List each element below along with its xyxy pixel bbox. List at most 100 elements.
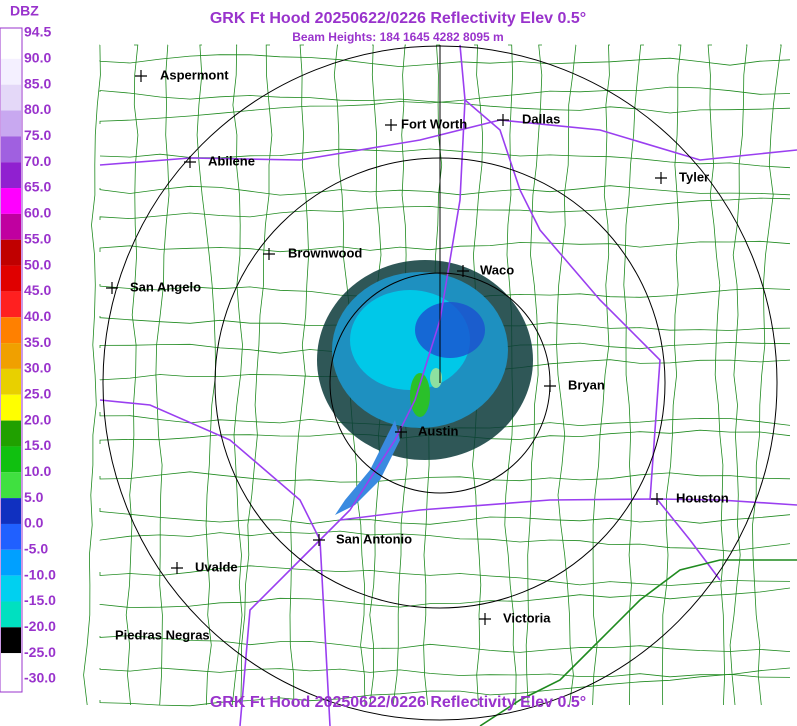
city-marker xyxy=(135,70,147,82)
county-line xyxy=(556,44,577,706)
county-line xyxy=(99,90,791,114)
colorbar-bin xyxy=(1,472,21,499)
city-label: Piedras Negras xyxy=(115,627,210,642)
radar-echo xyxy=(317,260,533,515)
colorbar-bin xyxy=(1,317,21,344)
colorbar-bin xyxy=(1,420,21,447)
colorbar-bin xyxy=(1,368,21,395)
city-label: Brownwood xyxy=(288,245,362,260)
colorbar-bin xyxy=(1,291,21,318)
colorbar-bin xyxy=(1,239,21,266)
colorbar-label: 80.0 xyxy=(24,101,51,117)
county-line xyxy=(289,44,310,706)
city-marker xyxy=(171,562,183,574)
county-line xyxy=(83,44,101,706)
colorbar-label: -10.0 xyxy=(24,566,56,582)
city-label: Houston xyxy=(676,490,729,505)
colorbar-label: 30.0 xyxy=(24,360,51,376)
city-label: Victoria xyxy=(503,610,551,625)
colorbar-bin xyxy=(1,601,21,628)
county-line xyxy=(99,471,791,483)
city-label: Tyler xyxy=(679,169,709,184)
colorbar-bin xyxy=(1,265,21,292)
colorbar-label: 40.0 xyxy=(24,308,51,324)
colorbar-label: 60.0 xyxy=(24,205,51,221)
county-line xyxy=(99,673,791,707)
colorbar-bin xyxy=(1,498,21,524)
subtitle: Beam Heights: 184 1645 4282 8095 m xyxy=(292,30,503,44)
cities: Aspermont Fort Worth Dallas Abilene Tyler Bro… xyxy=(106,67,729,642)
colorbar-label: 15.0 xyxy=(24,437,51,453)
city-label: San Angelo xyxy=(130,279,201,294)
highways xyxy=(99,44,797,726)
city-marker xyxy=(651,493,663,505)
county-line xyxy=(661,44,682,706)
colorbar-label: 65.0 xyxy=(24,179,51,195)
coastline xyxy=(479,559,797,726)
colorbar-bin xyxy=(1,213,21,240)
footer-title: GRK Ft Hood 20250622/0226 Reflectivity E… xyxy=(210,694,586,711)
county-line xyxy=(196,44,217,706)
colorbar-label: 5.0 xyxy=(24,489,44,505)
county-line xyxy=(707,44,726,706)
colorbar-bin xyxy=(1,162,21,189)
colorbar-bin xyxy=(1,84,21,111)
county-line xyxy=(125,44,139,706)
colorbar-label: 35.0 xyxy=(24,334,51,350)
city-label: Waco xyxy=(480,262,514,277)
county-line xyxy=(99,530,791,552)
county-line xyxy=(729,44,748,706)
colorbar-label: -20.0 xyxy=(24,618,56,634)
county-line xyxy=(99,587,791,608)
county-line xyxy=(99,240,791,253)
colorbar-label: 55.0 xyxy=(24,230,51,246)
county-line xyxy=(99,635,791,653)
colorbar-bin xyxy=(1,653,21,679)
colorbar-bin xyxy=(1,136,21,163)
county-line xyxy=(99,197,791,220)
county-line xyxy=(99,667,791,678)
county-line xyxy=(592,44,610,706)
city-label: Bryan xyxy=(568,377,605,392)
city-label: Dallas xyxy=(522,111,560,126)
colorbar-bin xyxy=(1,58,21,85)
city-label: Fort Worth xyxy=(401,116,467,131)
colorbar-label: -25.0 xyxy=(24,644,56,660)
colorbar-label: 70.0 xyxy=(24,153,51,169)
city-marker xyxy=(385,119,397,131)
county-line xyxy=(240,44,273,706)
colorbar-bin xyxy=(1,446,21,473)
colorbar-bin xyxy=(1,627,21,654)
city-marker xyxy=(497,114,509,126)
colorbar-label: -5.0 xyxy=(24,541,48,557)
city-marker xyxy=(395,426,407,438)
colorbar-bin xyxy=(1,549,21,576)
city-label: Uvalde xyxy=(195,559,238,574)
colorbar-label: 75.0 xyxy=(24,127,51,143)
colorbar-label: 45.0 xyxy=(24,282,51,298)
colorbar-label: 85.0 xyxy=(24,75,51,91)
legend-unit: DBZ xyxy=(10,3,39,19)
colorbar-bin xyxy=(1,523,21,550)
city-label: Aspermont xyxy=(160,67,229,82)
colorbar-label: 50.0 xyxy=(24,256,51,272)
city-marker xyxy=(263,248,275,260)
colorbar-bin xyxy=(1,343,21,369)
county-line xyxy=(623,44,644,706)
colorbar-bin xyxy=(1,394,21,421)
colorbar-bin xyxy=(1,188,21,214)
county-line xyxy=(99,185,791,196)
title: GRK Ft Hood 20250622/0226 Reflectivity E… xyxy=(210,10,586,27)
colorbar-label: 25.0 xyxy=(24,385,51,401)
colorbar-label: 94.5 xyxy=(24,24,51,40)
county-line xyxy=(752,44,782,706)
colorbar-label: 90.0 xyxy=(24,50,51,66)
city-label: Abilene xyxy=(208,153,255,168)
colorbar-label: -30.0 xyxy=(24,670,56,686)
city-marker xyxy=(479,613,491,625)
city-marker xyxy=(106,282,118,294)
city-marker xyxy=(457,265,469,277)
colorbar-label: 0.0 xyxy=(24,515,44,531)
colorbar-bin xyxy=(1,575,21,602)
colorbar-label: 20.0 xyxy=(24,411,51,427)
